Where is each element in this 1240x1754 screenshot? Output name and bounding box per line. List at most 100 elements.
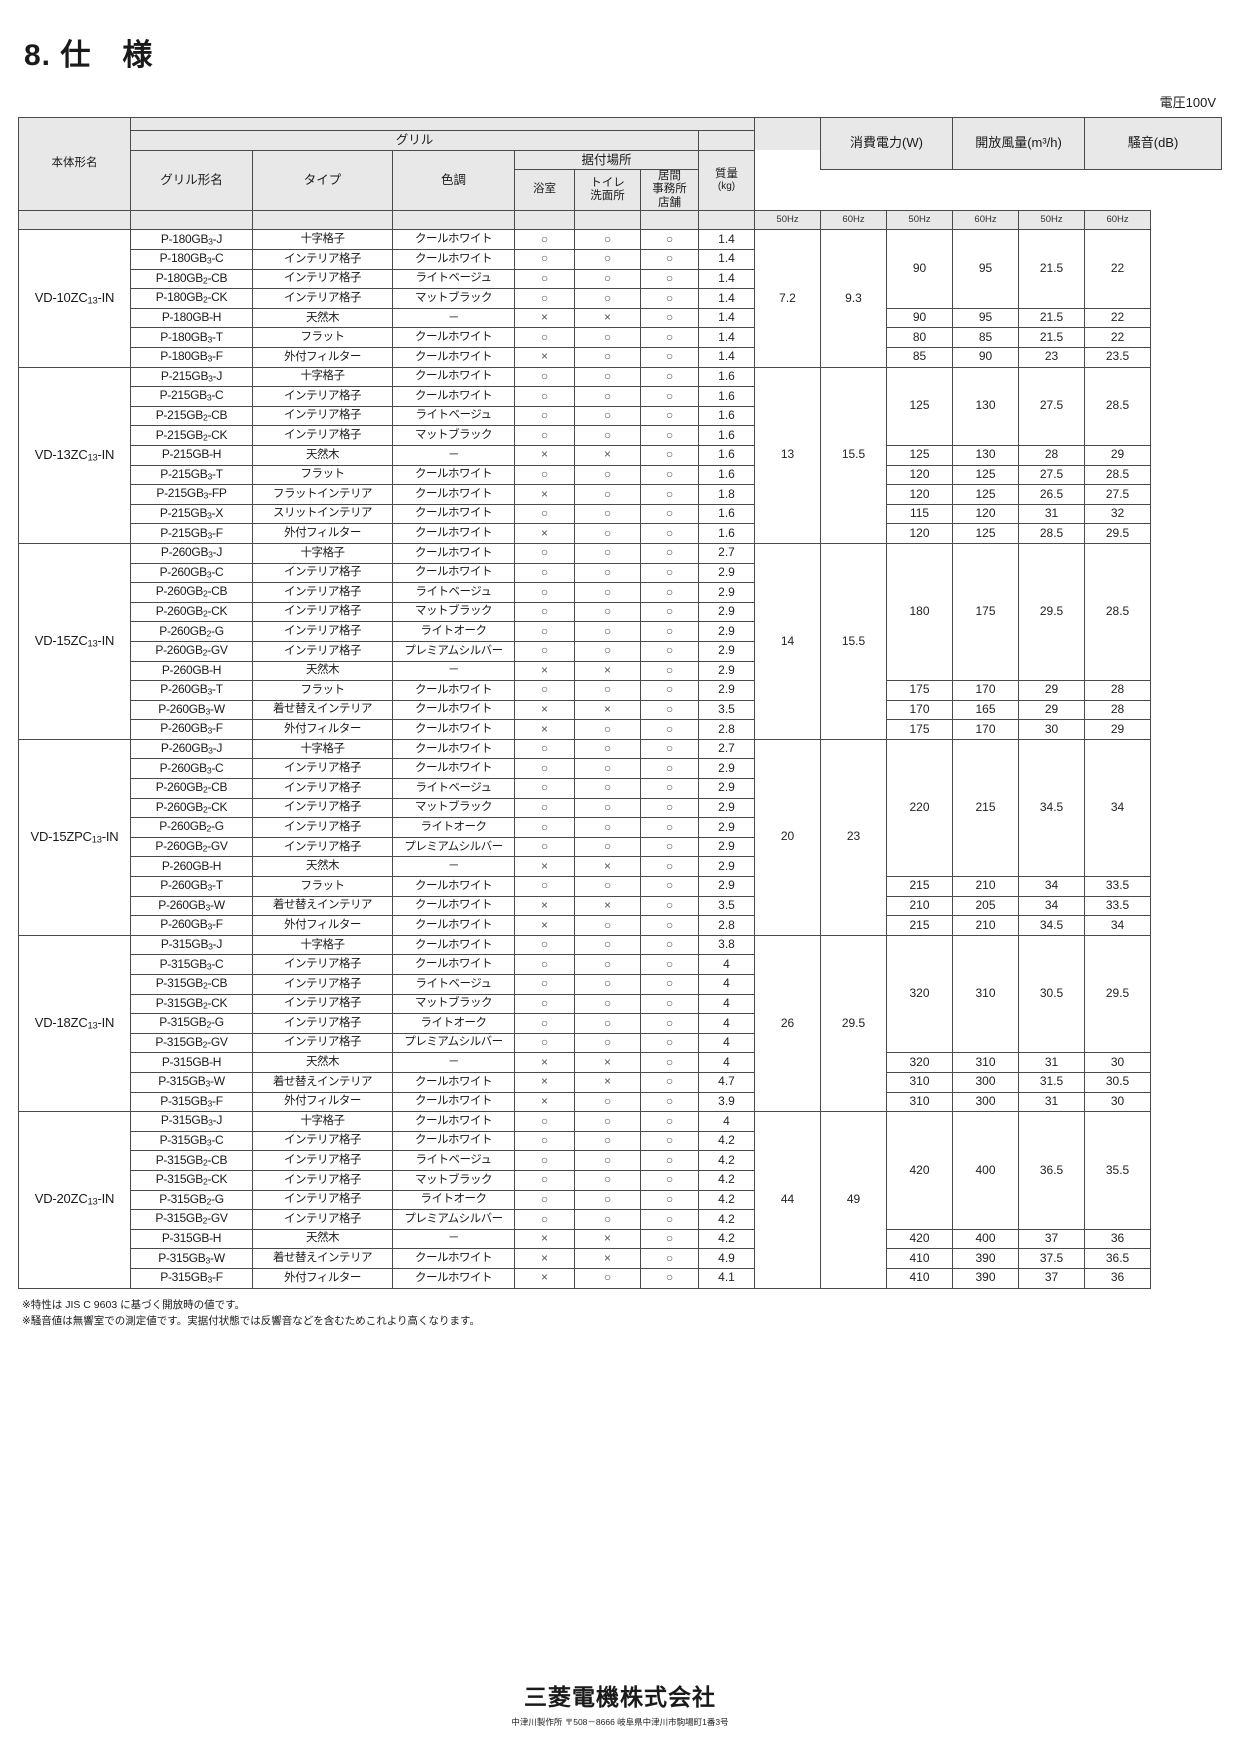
cell-install-living: ○ [640, 876, 699, 897]
table-row: P-215GB3-FP フラットインテリア クールホワイト × ○ ○ 1.8 120 125 2… [19, 484, 1222, 505]
cell-install-bath: ○ [514, 386, 575, 407]
cell-install-bath: ○ [514, 1189, 575, 1211]
cell-color: プレミアムシルバー [392, 1209, 515, 1230]
table-row: P-260GB2-GV インテリア格子 プレミアムシルバー ○ ○ ○ 2.9 [19, 836, 1222, 858]
cell-grill-name: P-315GB3-F [130, 1267, 253, 1289]
cell-weight: 4.2 [697, 1169, 756, 1191]
cell-power-50hz: 13 [754, 366, 822, 544]
cell-grill-name: P-260GB3-C [130, 562, 253, 584]
cell-install-toilet: ○ [574, 778, 641, 799]
cell-type: 着せ替えインテリア [252, 699, 393, 721]
cell-grill-name: P-180GB-H [130, 307, 253, 329]
cell-weight: 1.6 [697, 425, 756, 446]
cell-install-bath: ○ [514, 621, 575, 642]
cell-install-bath: × [514, 719, 575, 740]
cell-weight: 2.8 [697, 915, 756, 936]
th-hz-airflow-60: 60Hz [952, 209, 1020, 231]
cell-install-bath: ○ [514, 366, 575, 388]
cell-weight: 4.2 [697, 1130, 756, 1152]
cell-airflow-60hz: 310 [952, 934, 1020, 1054]
th-grill-name: グリル形名 [130, 149, 253, 211]
cell-install-toilet: ○ [574, 1130, 641, 1152]
table-row: P-315GB2-CK インテリア格子 マットブラック ○ ○ ○ 4 [19, 993, 1222, 1015]
document-page: 8. 仕 様 電圧100V 本体形名 消費電力(W) 開放風量 [18, 39, 1222, 1327]
table-row: VD-15ZPC13-IN P-260GB3-J 十字格子 クールホワイト ○ ○ ○ 2.7… [18, 738, 1222, 936]
cell-grill-name: P-260GB3-T [130, 680, 253, 701]
cell-weight: 4.2 [697, 1150, 756, 1171]
cell-color: クールホワイト [392, 229, 515, 251]
cell-grill-name: P-260GB3-J [130, 542, 253, 564]
cell-install-living: ○ [640, 856, 699, 878]
cell-install-bath: × [514, 1052, 575, 1073]
cell-noise-60hz: 22 [1084, 327, 1152, 348]
cell-color: クールホワイト [392, 386, 515, 407]
cell-color: クールホワイト [392, 934, 515, 956]
cell-type: インテリア格子 [252, 640, 393, 662]
cell-type: インテリア格子 [252, 268, 393, 290]
cell-color: マットブラック [392, 1169, 515, 1191]
cell-install-toilet: × [574, 856, 641, 878]
cell-weight: 1.4 [697, 347, 756, 368]
cell-install-toilet: × [574, 307, 641, 329]
cell-weight: 1.6 [697, 503, 756, 525]
cell-install-toilet: × [574, 699, 641, 721]
cell-weight: 2.9 [697, 758, 756, 780]
cell-color: ライトベージュ [392, 405, 515, 427]
cell-airflow-50hz: 420 [886, 1228, 954, 1250]
th-airflow: 開放風量(m³/h) [952, 116, 1086, 171]
cell-install-toilet: ○ [574, 288, 641, 309]
cell-install-living: ○ [640, 1150, 699, 1171]
table-body: VD-10ZC13-IN P-180GB3-J 十字格子 クールホワイト ○ ○ ○ 1.4 7… [18, 229, 1222, 1289]
th-install-toilet-line1: トイレ [590, 176, 625, 189]
cell-color: － [392, 1052, 515, 1073]
specification-table: 本体形名 消費電力(W) 開放風量(m³/h) 騒音(dB) グリル グリル形名… [18, 116, 1222, 1289]
cell-type: インテリア格子 [252, 601, 393, 623]
table-row: P-260GB3-F 外付フィルター クールホワイト × ○ ○ 2.8 175 170 30 29 [19, 719, 1222, 740]
cell-type: フラット [252, 327, 393, 348]
cell-weight: 4.2 [697, 1189, 756, 1211]
cell-airflow-60hz: 120 [952, 503, 1020, 525]
table-row: P-215GB3-C インテリア格子 クールホワイト ○ ○ ○ 1.6 [19, 386, 1222, 407]
table-row: P-315GB-H 天然木－ × × ○ 4.2 420 400 37 36 [19, 1228, 1222, 1250]
cell-airflow-60hz: 310 [952, 1052, 1020, 1073]
cell-install-bath: ○ [514, 758, 575, 780]
cell-power-60hz: 15.5 [820, 366, 888, 544]
cell-airflow-50hz: 420 [886, 1111, 954, 1230]
cell-grill-name: P-260GB3-C [130, 758, 253, 780]
cell-install-bath: × [514, 523, 575, 544]
cell-color: クールホワイト [392, 249, 515, 270]
cell-color: プレミアムシルバー [392, 836, 515, 858]
cell-install-bath: ○ [514, 993, 575, 1015]
cell-noise-60hz: 29.5 [1084, 523, 1152, 544]
cell-noise-60hz: 22 [1084, 229, 1152, 309]
table-row: P-260GB3-W 着せ替えインテリア クールホワイト × × ○ 3.5 170 165 29… [19, 699, 1222, 721]
cell-airflow-60hz: 95 [952, 229, 1020, 309]
cell-airflow-50hz: 120 [886, 523, 954, 544]
cell-install-living: ○ [640, 268, 699, 290]
cell-weight: 2.9 [697, 876, 756, 897]
cell-install-living: ○ [640, 542, 699, 564]
cell-install-living: ○ [640, 719, 699, 740]
cell-install-toilet: ○ [574, 229, 641, 251]
cell-type: インテリア格子 [252, 386, 393, 407]
cell-install-bath: ○ [514, 288, 575, 309]
cell-color: クールホワイト [392, 1071, 515, 1093]
cell-airflow-60hz: 400 [952, 1228, 1020, 1250]
cell-noise-60hz: 36 [1084, 1228, 1152, 1250]
cell-noise-60hz: 29 [1084, 719, 1152, 740]
cell-weight: 1.6 [697, 444, 756, 466]
cell-grill-name: P-315GB2-G [130, 1013, 253, 1034]
cell-install-toilet: ○ [574, 934, 641, 956]
cell-install-living: ○ [640, 797, 699, 819]
cell-noise-60hz: 28 [1084, 680, 1152, 701]
cell-noise-50hz: 31.5 [1018, 1071, 1086, 1093]
cell-weight: 1.6 [697, 366, 756, 388]
cell-install-living: ○ [640, 425, 699, 446]
cell-color: クールホワイト [392, 758, 515, 780]
cell-type: インテリア格子 [252, 249, 393, 270]
cell-airflow-60hz: 215 [952, 738, 1020, 878]
cell-install-toilet: ○ [574, 405, 641, 427]
cell-airflow-50hz: 220 [886, 738, 954, 878]
cell-weight: 4 [697, 1013, 756, 1034]
th-install-group: 据付場所 [514, 149, 699, 171]
